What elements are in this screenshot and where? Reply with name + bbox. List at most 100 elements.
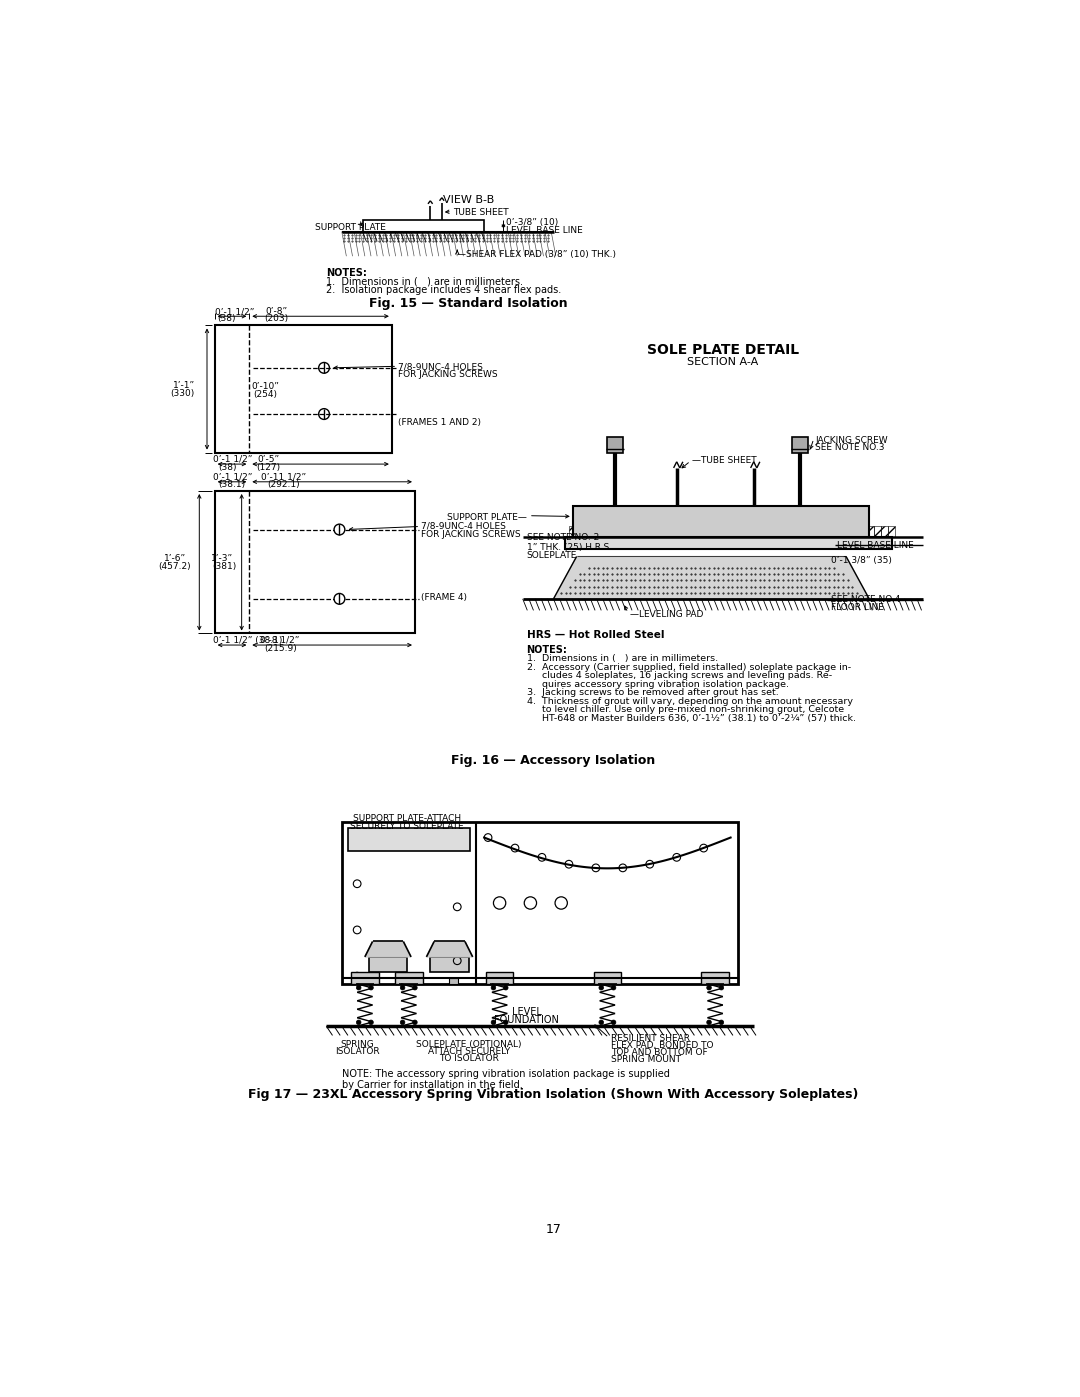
Text: 1’-3”: 1’-3” [211, 555, 233, 563]
Text: ISOLATOR: ISOLATOR [335, 1046, 379, 1056]
Text: —LEVELING PAD: —LEVELING PAD [631, 610, 704, 619]
Bar [430, 957, 469, 972]
Circle shape [356, 985, 361, 990]
Circle shape [368, 1020, 374, 1024]
Bar [735, 525, 742, 538]
Text: —SHEAR FLEX PAD (3/8” (10) THK.): —SHEAR FLEX PAD (3/8” (10) THK.) [457, 250, 617, 258]
Circle shape [503, 1020, 508, 1024]
Bar [888, 525, 894, 538]
Bar [721, 525, 728, 538]
Bar [341, 823, 739, 983]
Text: RESILIENT SHEAR: RESILIENT SHEAR [611, 1034, 690, 1044]
Bar [624, 525, 632, 538]
Text: JACKING SCREW: JACKING SCREW [815, 436, 888, 444]
Bar [756, 525, 762, 538]
Text: (254): (254) [253, 390, 278, 400]
Text: FOUNDATION: FOUNDATION [495, 1016, 559, 1025]
Bar [687, 525, 693, 538]
Bar [666, 525, 673, 538]
Bar [596, 525, 604, 538]
Bar [777, 525, 784, 538]
Text: Fig. 16 — Accessory Isolation: Fig. 16 — Accessory Isolation [451, 754, 656, 767]
Bar [839, 525, 846, 538]
Text: VIEW B-B: VIEW B-B [443, 194, 495, 204]
Bar [874, 525, 881, 538]
Circle shape [611, 1020, 616, 1024]
Bar [361, 978, 369, 983]
Bar [784, 525, 791, 538]
Text: (457.2): (457.2) [159, 562, 191, 571]
Text: SUPPORT PLATE—: SUPPORT PLATE— [447, 513, 527, 521]
Bar [607, 437, 623, 453]
Text: 0’-11 1/2”: 0’-11 1/2” [261, 472, 307, 482]
Bar [645, 525, 652, 538]
Bar [368, 957, 407, 972]
Text: Fig 17 — 23XL Accessory Spring Vibration Isolation (Shown With Accessory Solepla: Fig 17 — 23XL Accessory Spring Vibration… [248, 1088, 859, 1101]
Bar [610, 525, 618, 538]
Text: 1’-6”: 1’-6” [163, 555, 186, 563]
Bar [770, 525, 777, 538]
Text: quires accessory spring vibration isolation package.: quires accessory spring vibration isolat… [527, 680, 788, 689]
Text: 0’-1 1/2”: 0’-1 1/2” [213, 455, 253, 464]
Bar [638, 525, 645, 538]
Bar [860, 525, 867, 538]
Text: 0’-8”: 0’-8” [266, 307, 287, 316]
Text: TOP AND BOTTOM OF: TOP AND BOTTOM OF [611, 1048, 707, 1056]
Text: LEVEL: LEVEL [512, 1007, 541, 1017]
Bar [693, 525, 701, 538]
Polygon shape [554, 556, 869, 599]
Text: 2.  Isolation package includes 4 shear flex pads.: 2. Isolation package includes 4 shear fl… [326, 285, 562, 295]
Text: FOR JACKING SCREWS: FOR JACKING SCREWS [397, 370, 498, 379]
Text: SECTION A-A: SECTION A-A [687, 358, 758, 367]
Bar [395, 972, 422, 983]
Text: SOLEPLATE (OPTIONAL): SOLEPLATE (OPTIONAL) [416, 1039, 522, 1049]
Text: SPRING: SPRING [340, 1039, 374, 1049]
Bar [618, 525, 624, 538]
Text: —TUBE SHEET: —TUBE SHEET [692, 457, 757, 465]
Bar [572, 507, 869, 538]
Text: (FRAMES 1 AND 2): (FRAMES 1 AND 2) [397, 418, 481, 427]
Bar [363, 219, 484, 232]
Text: SEE NOTE NO.3: SEE NOTE NO.3 [815, 443, 885, 453]
Text: SOLE PLATE DETAIL: SOLE PLATE DETAIL [647, 344, 799, 358]
Bar [701, 525, 707, 538]
Bar [715, 525, 721, 538]
Polygon shape [427, 942, 473, 957]
Text: FLOOR LINE: FLOOR LINE [831, 602, 883, 612]
Bar [728, 525, 735, 538]
Bar [351, 972, 379, 983]
Circle shape [356, 1020, 361, 1024]
Bar [576, 525, 583, 538]
Text: HRS — Hot Rolled Steel: HRS — Hot Rolled Steel [527, 630, 664, 640]
Text: (38): (38) [218, 462, 237, 472]
Text: ATTACH SECURELY: ATTACH SECURELY [428, 1046, 510, 1056]
Bar [583, 525, 590, 538]
Circle shape [599, 985, 604, 990]
Text: LEVEL BASE LINE: LEVEL BASE LINE [505, 226, 582, 235]
Text: 3.  Jacking screws to be removed after grout has set.: 3. Jacking screws to be removed after gr… [527, 689, 779, 697]
Bar [486, 972, 513, 983]
Text: 2.  Accessory (Carrier supplied, field installed) soleplate package in-: 2. Accessory (Carrier supplied, field in… [527, 662, 851, 672]
Text: 1’-1”: 1’-1” [173, 381, 195, 390]
Bar [881, 525, 888, 538]
Bar [833, 525, 839, 538]
Text: 1” THK. (25) H.R.S.: 1” THK. (25) H.R.S. [527, 543, 611, 552]
Circle shape [401, 1020, 405, 1024]
Text: SEE NOTE NO.4: SEE NOTE NO.4 [831, 595, 900, 604]
Bar [853, 525, 860, 538]
Text: cludes 4 soleplates, 16 jacking screws and leveling pads. Re-: cludes 4 soleplates, 16 jacking screws a… [527, 671, 832, 680]
Text: (38.1): (38.1) [218, 481, 245, 489]
Bar [711, 978, 719, 983]
Text: TUBE SHEET: TUBE SHEET [454, 208, 509, 217]
Text: 4.  Thickness of grout will vary, depending on the amount necessary: 4. Thickness of grout will vary, dependi… [527, 697, 852, 705]
Text: SOLEPLATE: SOLEPLATE [527, 550, 577, 560]
Text: to level chiller. Use only pre-mixed non-shrinking grout, Celcote: to level chiller. Use only pre-mixed non… [527, 705, 843, 714]
Bar [449, 978, 458, 983]
Circle shape [706, 985, 712, 990]
Text: (330): (330) [171, 388, 194, 398]
Text: 0’-3/8” (10): 0’-3/8” (10) [505, 218, 558, 228]
Bar [750, 525, 756, 538]
Circle shape [503, 985, 508, 990]
Text: 7/8-9UNC-4 HOLES: 7/8-9UNC-4 HOLES [397, 362, 483, 372]
Bar [348, 828, 470, 851]
